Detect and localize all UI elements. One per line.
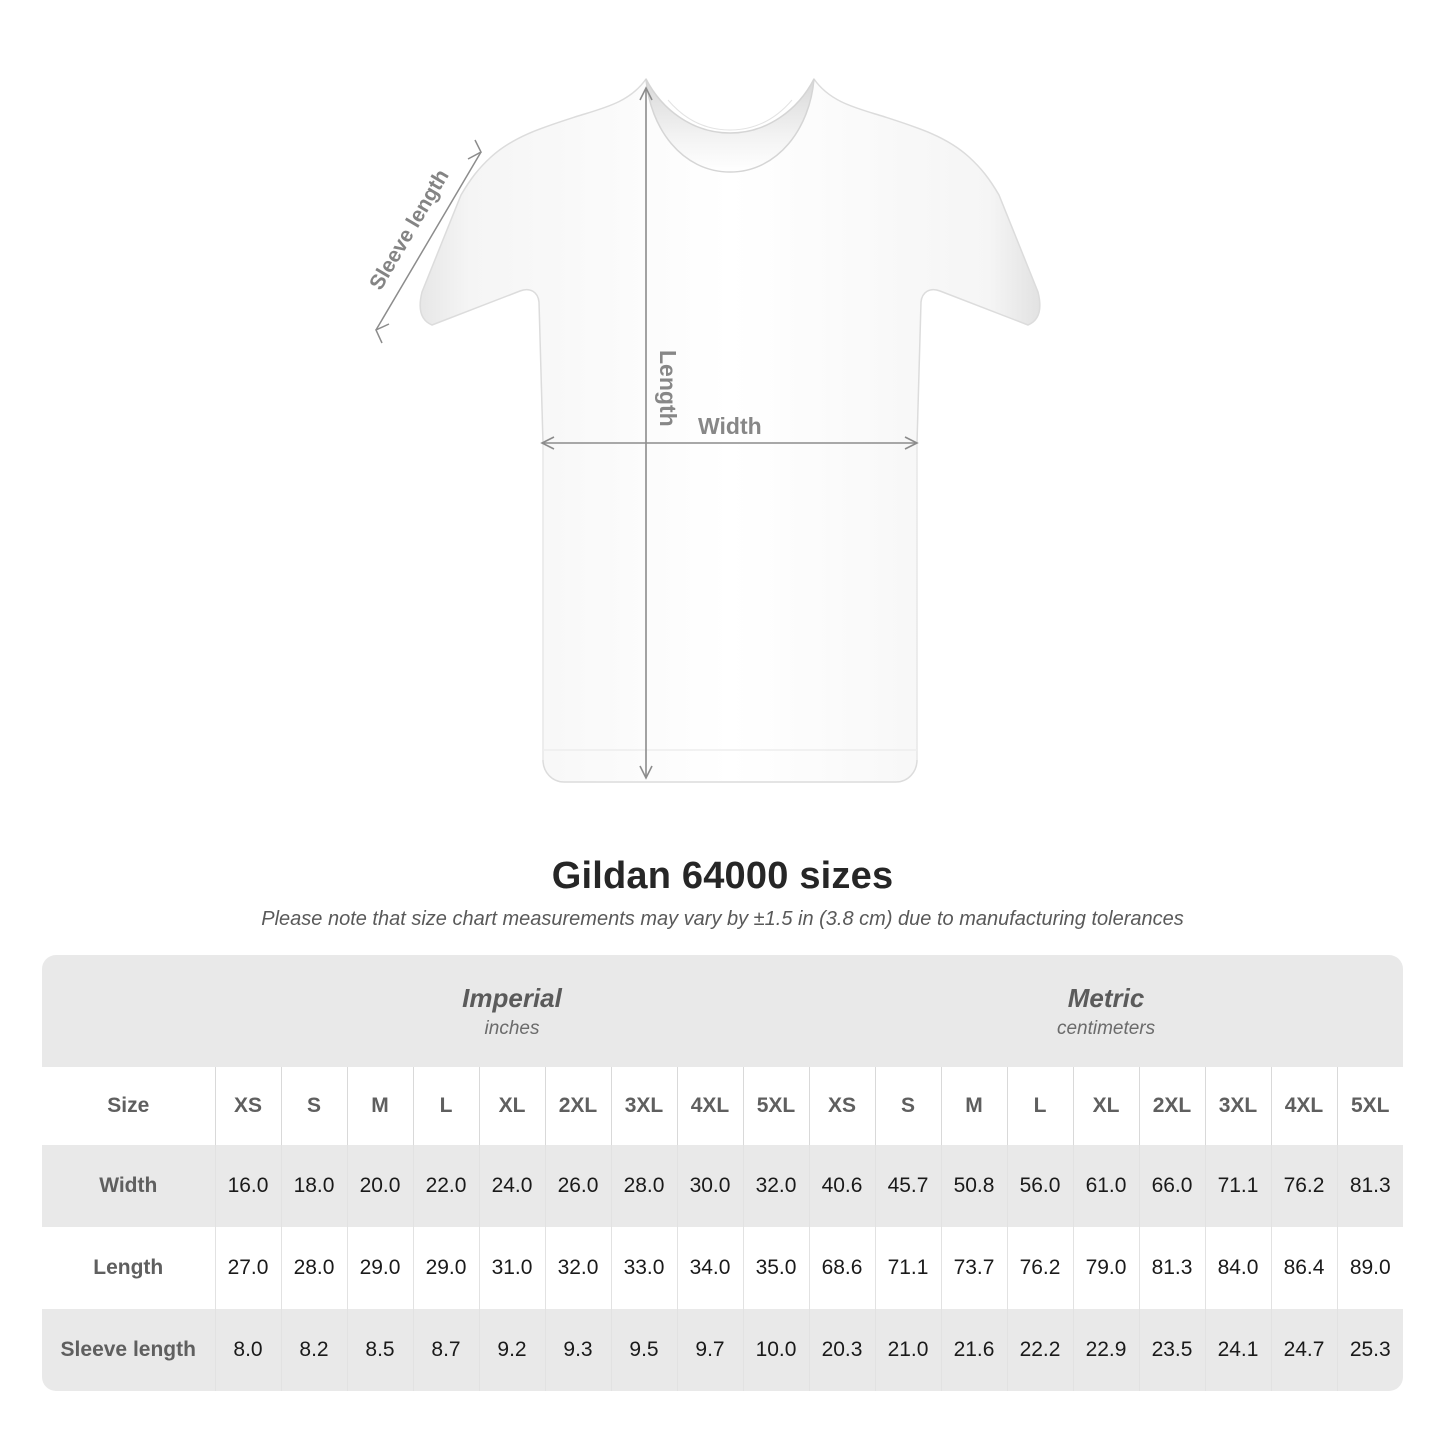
svg-text:Width: Width [698, 413, 762, 439]
svg-text:Length: Length [655, 350, 681, 427]
